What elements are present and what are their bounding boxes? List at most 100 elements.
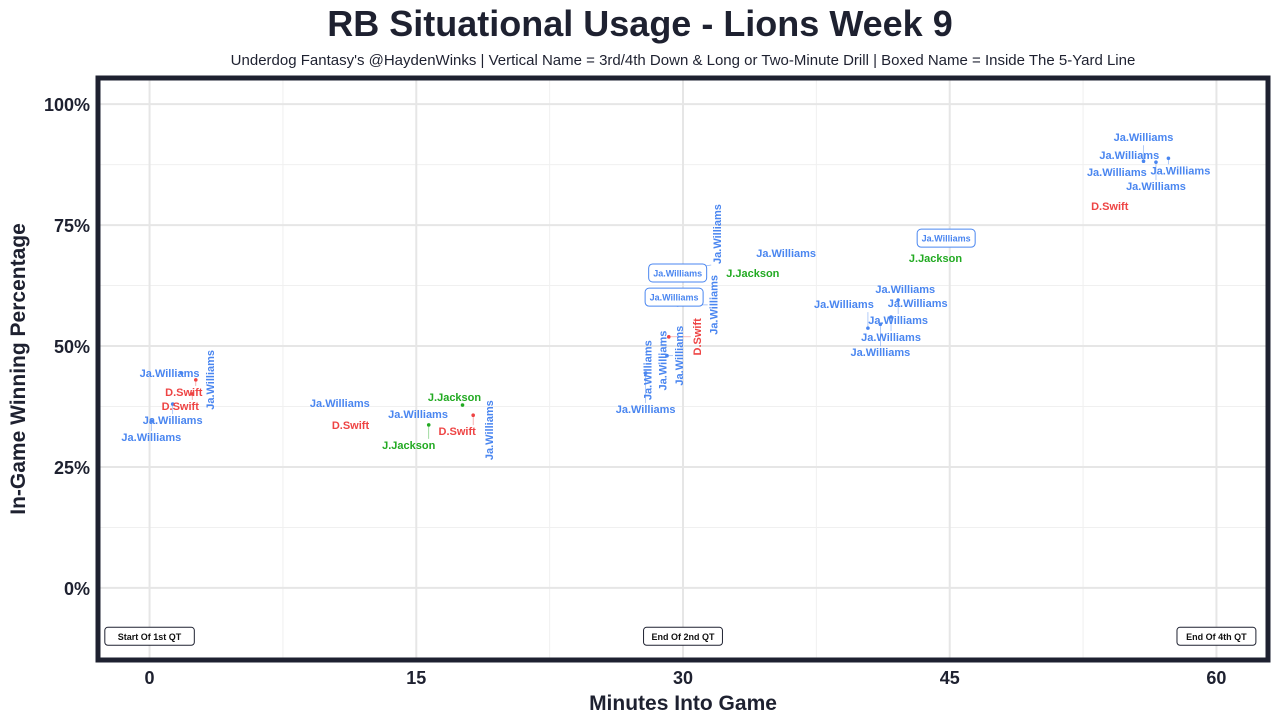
point-label-group: J.Jackson (726, 268, 779, 280)
quarter-annotation-box (1176, 626, 1257, 646)
point-label-group: Ja.Williams (709, 275, 721, 335)
point-label: D.Swift (439, 426, 477, 438)
point-label-group: J.Jackson (382, 440, 435, 452)
y-axis-label: In-Game Winning Percentage (7, 223, 30, 515)
point-label-vertical: Ja.Williams (642, 340, 654, 400)
point-marker (866, 326, 870, 330)
point-label: Ja.Williams (814, 299, 874, 311)
point-label: Ja.Williams (868, 315, 928, 327)
point-label-vertical: Ja.Williams (484, 400, 496, 460)
point-label: D.Swift (1091, 201, 1129, 213)
point-label: D.Swift (162, 401, 200, 413)
point-label-group: Ja.Williams (1087, 167, 1147, 179)
point-label-vertical: Ja.Williams (709, 275, 721, 335)
point-marker (460, 403, 465, 407)
point-label: J.Jackson (428, 392, 481, 404)
point-label: J.Jackson (382, 440, 435, 452)
point-label: D.Swift (332, 420, 370, 432)
point-label: Ja.Williams (616, 404, 676, 416)
point-marker (665, 353, 669, 358)
axis-ticks: 0 15 30 45 60 0% 25% 50% 75% 100% (44, 95, 1226, 688)
point-label: Ja.Williams (1126, 181, 1186, 193)
point-marker (179, 371, 184, 375)
point-label: Ja.Williams (388, 409, 448, 421)
point-label-group: Ja.Williams (310, 398, 370, 410)
point-label: Ja.Williams (1087, 167, 1147, 179)
point-label-group: D.Swift (692, 318, 704, 356)
point-label: Ja.Williams (756, 248, 816, 260)
x-tick-label: 0 (145, 668, 155, 688)
point-marker (193, 378, 198, 382)
y-tick-label: 0% (64, 579, 90, 599)
chart-subtitle: Underdog Fantasy's @HaydenWinks | Vertic… (231, 52, 1136, 69)
point-label-group: D.Swift (1091, 201, 1129, 213)
point-label: Ja.Williams (1099, 150, 1159, 162)
point-label-vertical: Ja.Williams (658, 331, 670, 391)
point-label-vertical: Ja.Williams (205, 350, 217, 410)
data-labels: Ja.Williams Ja.Williams Ja.Williams Ja.Will… (121, 132, 1210, 460)
point-label: Ja.Williams (861, 332, 921, 344)
label-box (648, 263, 708, 283)
point-label-group: D.Swift (162, 401, 200, 413)
chart-title: RB Situational Usage - Lions Week 9 (327, 3, 952, 44)
point-label-group: Ja.Williams (642, 340, 654, 400)
y-tick-label: 25% (54, 458, 90, 478)
quarter-annotation-group: End Of 4th QT (1176, 626, 1257, 646)
point-label-group: Ja.Williams (888, 298, 948, 310)
point-label-group: Ja.Williams (648, 263, 708, 283)
y-tick-label: 50% (54, 337, 90, 357)
x-tick-label: 45 (940, 668, 960, 688)
point-label-group: Ja.Williams (712, 204, 724, 264)
point-label: Ja.Williams (121, 432, 181, 444)
x-tick-label: 30 (673, 668, 693, 688)
quarter-annotation-group: End Of 2nd QT (643, 626, 723, 646)
point-marker (426, 423, 431, 427)
point-label: Ja.Williams (1114, 132, 1174, 144)
quarter-annotation: Start Of 1st QT (118, 632, 182, 642)
quarter-annotation: End Of 4th QT (1186, 632, 1247, 642)
point-label-group: Ja.Williams (1114, 132, 1174, 144)
point-label: Ja.Williams (310, 398, 370, 410)
point-label-vertical: Ja.Williams (712, 204, 724, 264)
point-marker (1154, 160, 1158, 164)
point-label-group: Ja.Williams (850, 347, 910, 359)
point-label-group: Ja.Williams (1099, 150, 1159, 162)
point-label-group: Ja.Williams (484, 400, 496, 460)
point-label-group: Ja.Williams (756, 248, 816, 260)
label-box (644, 287, 704, 307)
x-tick-label: 60 (1206, 668, 1226, 688)
point-label-group: Ja.Williams (674, 326, 686, 386)
annotations: Start Of 1st QT End Of 2nd QT End Of 4th Q… (104, 626, 1257, 646)
point-label: Ja.Williams (922, 234, 971, 244)
point-marker (149, 419, 154, 423)
point-label: J.Jackson (726, 268, 779, 280)
point-label-group: Ja.Williams (814, 299, 874, 311)
point-label-group: Ja.Williams (1151, 165, 1211, 177)
point-marker (471, 413, 475, 418)
point-label: Ja.Williams (650, 293, 699, 303)
point-label-group: Ja.Williams (916, 228, 976, 248)
point-marker (190, 392, 195, 396)
point-label-group: Ja.Williams (388, 409, 448, 421)
point-label: Ja.Williams (140, 368, 200, 380)
panel-border (95, 75, 1271, 663)
point-label: Ja.Williams (1151, 165, 1211, 177)
y-tick-label: 75% (54, 216, 90, 236)
point-marker (666, 335, 671, 339)
point-label-group: Ja.Williams (644, 287, 704, 307)
point-marker (896, 298, 900, 302)
point-label-group: Ja.Williams (875, 284, 935, 296)
point-label-group: Ja.Williams (658, 331, 670, 391)
point-label: D.Swift (165, 387, 203, 399)
point-label-group: D.Swift (165, 387, 203, 399)
point-label: Ja.Williams (653, 268, 702, 278)
point-label: Ja.Williams (888, 298, 948, 310)
point-label-group: Ja.Williams (1126, 181, 1186, 193)
point-label: J.Jackson (909, 253, 962, 265)
point-label-group: Ja.Williams (121, 432, 181, 444)
quarter-annotation-group: Start Of 1st QT (104, 626, 195, 646)
point-marker (170, 402, 175, 406)
point-label-group: Ja.Williams (861, 332, 921, 344)
quarter-annotation: End Of 2nd QT (652, 632, 715, 642)
